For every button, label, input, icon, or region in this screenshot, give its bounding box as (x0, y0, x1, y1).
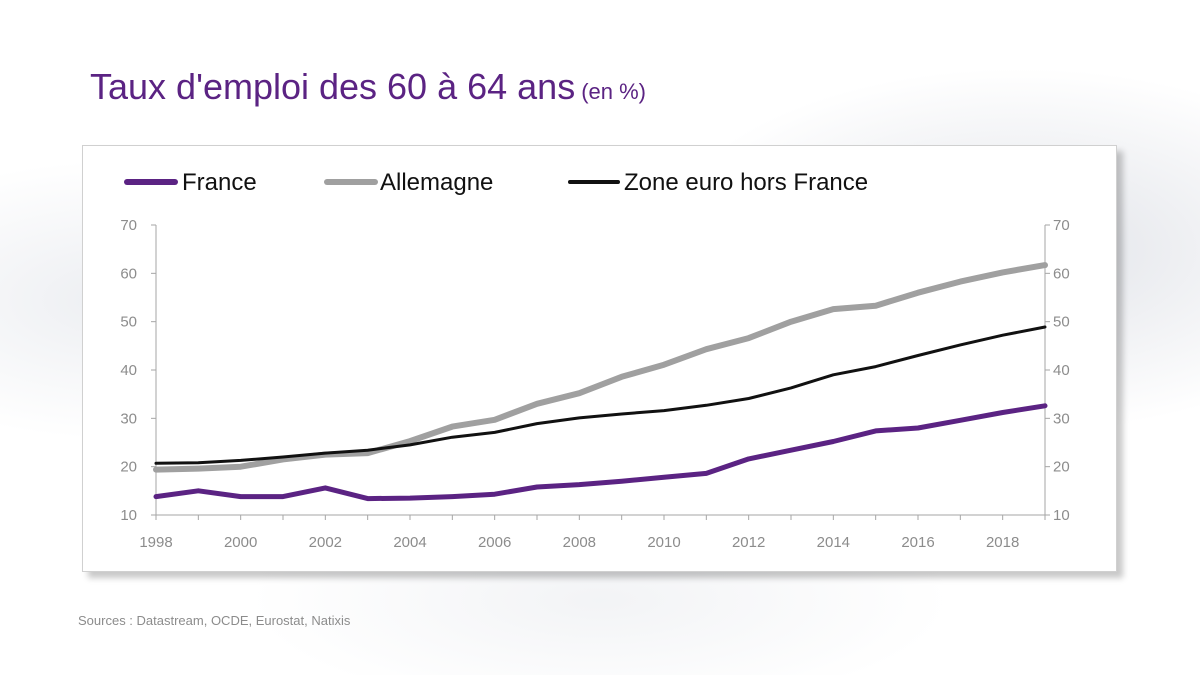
y-tick-label-left: 70 (120, 217, 137, 234)
y-tick-label-right: 50 (1053, 314, 1070, 331)
legend-label: Zone euro hors France (624, 169, 868, 196)
y-tick-label-right: 20 (1053, 459, 1070, 476)
series-line-zone-euro-hors-france (154, 325, 1047, 465)
y-tick-label-left: 40 (120, 362, 137, 379)
y-tick-label-right: 60 (1053, 265, 1070, 282)
x-tick-label: 2014 (817, 534, 850, 551)
chart-title-main: Taux d'emploi des 60 à 64 ans (90, 66, 576, 107)
chart-title-unit: (en %) (581, 79, 646, 104)
x-tick-label: 2006 (478, 534, 511, 551)
y-tick-label-left: 10 (120, 507, 137, 524)
x-tick-label: 2002 (309, 534, 342, 551)
y-tick-label-right: 70 (1053, 217, 1070, 234)
y-tick-label-left: 60 (120, 265, 137, 282)
x-tick-label: 2010 (647, 534, 680, 551)
x-tick-label: 2004 (393, 534, 426, 551)
x-tick-label: 2000 (224, 534, 257, 551)
y-tick-label-right: 40 (1053, 362, 1070, 379)
y-tick-label-left: 30 (120, 410, 137, 427)
series-line-france (153, 403, 1048, 502)
x-tick-label: 2018 (986, 534, 1019, 551)
chart-panel: 10 10 20 20 30 30 40 40 50 50 60 60 70 70 1998 2000 2002… (82, 145, 1117, 572)
x-tick-label: 1998 (139, 534, 172, 551)
source-note: Sources : Datastream, OCDE, Eurostat, Na… (78, 613, 351, 628)
y-tick-label-left: 20 (120, 459, 137, 476)
y-tick-label-right: 10 (1053, 507, 1070, 524)
line-chart: 10 10 20 20 30 30 40 40 50 50 60 60 70 70 1998 2000 2002… (120, 169, 1070, 551)
legend-label: France (182, 169, 257, 196)
y-tick-label-left: 50 (120, 314, 137, 331)
series-line-allemagne (153, 262, 1048, 473)
y-tick-label-right: 30 (1053, 410, 1070, 427)
x-tick-label: 2012 (732, 534, 765, 551)
legend-label: Allemagne (380, 169, 493, 196)
x-tick-label: 2008 (563, 534, 596, 551)
x-tick-label: 2016 (901, 534, 934, 551)
chart-title: Taux d'emploi des 60 à 64 ans (en %) (90, 66, 646, 108)
